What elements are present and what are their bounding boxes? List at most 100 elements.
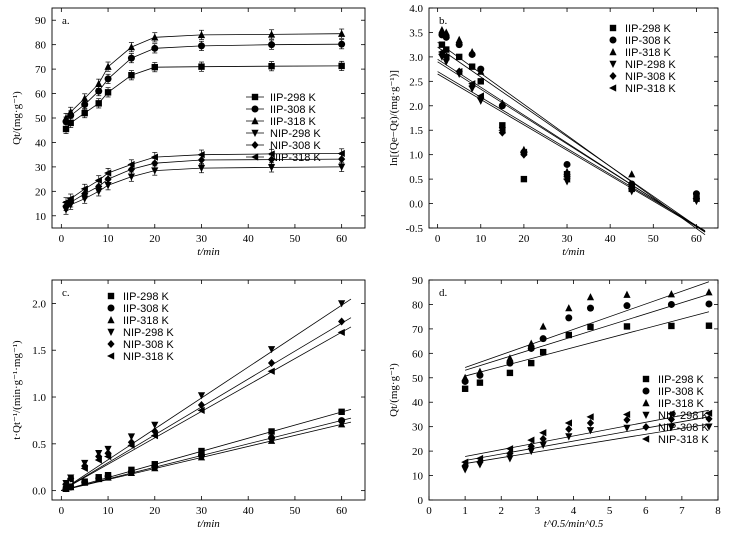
data-point xyxy=(468,63,476,70)
data-point xyxy=(443,46,450,53)
data-point xyxy=(151,167,159,175)
data-point xyxy=(623,415,631,424)
data-point xyxy=(527,436,535,444)
x-tick-label: 40 xyxy=(243,233,255,245)
data-point xyxy=(477,94,485,103)
data-point xyxy=(267,358,276,367)
y-tick-label: 60 xyxy=(35,89,47,101)
data-point xyxy=(506,455,514,463)
y-axis-label: Qt/(mg·g⁻¹) xyxy=(11,91,23,145)
data-point xyxy=(438,41,446,48)
x-tick-label: 50 xyxy=(289,233,301,245)
data-point xyxy=(81,94,89,102)
data-point xyxy=(705,288,713,296)
data-point xyxy=(505,445,514,453)
data-point xyxy=(62,480,70,489)
data-point xyxy=(565,331,573,339)
data-point xyxy=(506,354,514,362)
legend-marker xyxy=(642,375,650,383)
x-tick-label: 20 xyxy=(149,505,161,517)
x-tick-label: 4 xyxy=(571,505,577,517)
legend-marker xyxy=(609,24,617,32)
y-tick-label: -0.5 xyxy=(406,223,424,235)
x-tick-label: 60 xyxy=(336,505,348,517)
panel-label: b. xyxy=(439,15,448,27)
data-point xyxy=(704,409,713,417)
fit-line xyxy=(437,58,706,233)
y-tick-label: 10 xyxy=(412,471,424,483)
data-point xyxy=(267,436,276,444)
data-point xyxy=(151,63,158,71)
data-point xyxy=(267,164,276,172)
legend-marker xyxy=(107,352,115,360)
x-axis-label: t/min xyxy=(197,518,220,530)
y-tick-label: 1.0 xyxy=(32,392,46,404)
data-point xyxy=(628,170,636,178)
data-point xyxy=(506,369,514,377)
legend-label: NIP-298 K xyxy=(270,128,321,140)
data-point xyxy=(468,48,476,56)
legend-marker xyxy=(609,72,617,80)
data-point xyxy=(267,367,275,375)
data-point xyxy=(338,317,346,326)
data-point xyxy=(623,290,631,298)
data-point xyxy=(705,300,713,308)
data-point xyxy=(477,67,485,75)
legend-label: IIP-298 K xyxy=(123,291,170,303)
data-point xyxy=(667,423,675,432)
y-tick-label: 50 xyxy=(412,373,424,385)
data-point xyxy=(539,335,547,343)
data-point xyxy=(338,62,345,70)
legend-label: NIP-308 K xyxy=(270,140,321,152)
data-point xyxy=(692,195,700,203)
data-point xyxy=(127,441,135,449)
data-point xyxy=(66,475,74,484)
y-tick-label: 0.0 xyxy=(409,199,423,211)
y-tick-label: 40 xyxy=(35,137,47,149)
data-point xyxy=(475,454,484,463)
data-point xyxy=(150,153,158,161)
chart-panel-a: 0 10 20 30 40 50 60 10 20 30 40 50 60 70 80 90 a. t/min Qt… xyxy=(11,7,366,258)
data-point xyxy=(197,164,206,173)
fit-line xyxy=(465,409,710,457)
x-tick-label: 2 xyxy=(499,505,505,517)
x-tick-label: 1 xyxy=(462,505,468,517)
data-point xyxy=(705,414,713,423)
x-tick-label: 10 xyxy=(475,233,487,245)
y-tick-label: 0 xyxy=(418,495,424,507)
data-point xyxy=(622,410,631,419)
legend-label: IIP-308 K xyxy=(625,35,672,47)
data-point xyxy=(267,346,276,354)
x-tick-label: 20 xyxy=(518,233,530,245)
data-point xyxy=(197,30,206,39)
legend-marker xyxy=(609,48,617,56)
data-point xyxy=(104,175,112,184)
data-point xyxy=(95,87,103,95)
data-point xyxy=(563,167,571,175)
data-point xyxy=(151,159,159,168)
data-point xyxy=(127,173,136,181)
fit-line xyxy=(61,417,352,492)
legend-marker xyxy=(107,340,115,348)
y-tick-label: 0.5 xyxy=(32,439,46,451)
data-point xyxy=(338,163,346,171)
x-tick-label: 0 xyxy=(59,505,65,517)
legend-label: IIP-298 K xyxy=(658,374,705,386)
fit-line xyxy=(465,423,710,464)
x-tick-label: 0 xyxy=(59,233,65,245)
data-point xyxy=(338,155,346,164)
fit-line xyxy=(464,281,710,368)
y-tick-label: 1.5 xyxy=(32,345,46,357)
data-point xyxy=(338,40,346,48)
data-point xyxy=(268,41,276,49)
data-point xyxy=(104,89,112,96)
data-point xyxy=(564,419,573,427)
legend-label: IIP-318 K xyxy=(625,47,672,59)
data-point xyxy=(667,410,675,418)
y-tick-label: 3.5 xyxy=(409,27,423,39)
legend-marker xyxy=(107,328,115,336)
x-axis-label: t^0.5/min^0.5 xyxy=(544,518,604,530)
data-point xyxy=(587,323,594,331)
legend-label: NIP-318 K xyxy=(658,434,709,446)
x-tick-label: 60 xyxy=(691,233,703,245)
